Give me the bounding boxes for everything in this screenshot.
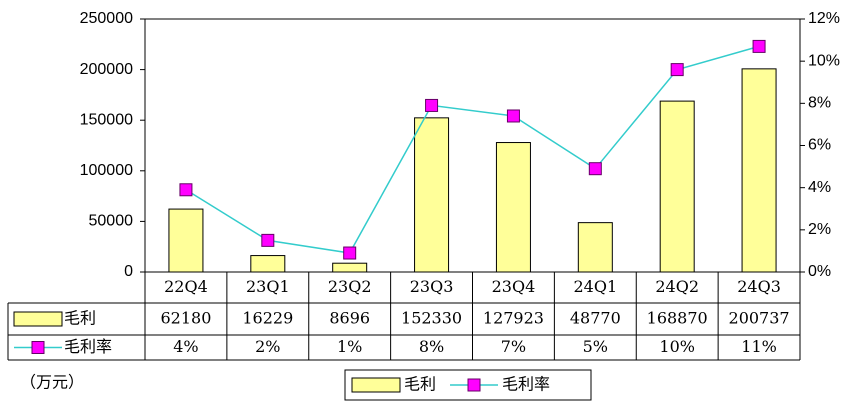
y2-tick-label: 4% xyxy=(808,179,831,196)
legend-label: 毛利率 xyxy=(502,375,550,394)
x-tick-label: 23Q1 xyxy=(246,277,290,296)
marker xyxy=(670,63,684,77)
bar xyxy=(495,142,531,273)
legend-marker xyxy=(467,378,481,392)
marker xyxy=(588,162,602,176)
bar xyxy=(250,255,286,273)
table-value: 2% xyxy=(255,337,280,356)
marker xyxy=(425,98,439,112)
y2-tick-label: 6% xyxy=(808,137,831,154)
table-value: 5% xyxy=(583,337,608,356)
legend-marker xyxy=(31,341,45,354)
y2-tick-label: 12% xyxy=(808,10,840,27)
plot-area xyxy=(144,18,801,273)
bar xyxy=(332,262,368,273)
table-value: 48770 xyxy=(570,309,621,328)
legend-swatch xyxy=(13,311,63,327)
table-series-name: 毛利率 xyxy=(64,337,112,356)
marker xyxy=(752,39,766,53)
table-value: 4% xyxy=(173,337,198,356)
marker xyxy=(506,109,520,123)
y-tick-label: 100000 xyxy=(80,162,133,179)
table-value: 10% xyxy=(659,337,695,356)
table-series-name: 毛利 xyxy=(64,309,96,328)
table-value: 1% xyxy=(337,337,362,356)
line xyxy=(185,45,760,254)
y-unit-label: （万元） xyxy=(20,373,84,392)
x-tick-label: 22Q4 xyxy=(164,277,208,296)
table-value: 127923 xyxy=(483,309,544,328)
marker xyxy=(343,246,357,260)
x-tick-label: 24Q1 xyxy=(573,277,617,296)
y-tick-label: 200000 xyxy=(80,61,133,78)
bar xyxy=(168,208,204,273)
bar xyxy=(741,68,777,273)
x-tick-label: 23Q3 xyxy=(410,277,454,296)
table-value: 7% xyxy=(501,337,526,356)
table-value: 168870 xyxy=(647,309,708,328)
x-tick-label: 24Q3 xyxy=(737,277,781,296)
y2-tick-label: 0% xyxy=(808,263,831,280)
bar xyxy=(414,117,450,273)
table-value: 8% xyxy=(419,337,444,356)
bar xyxy=(659,100,695,273)
table-value: 11% xyxy=(741,337,777,356)
y-tick-label: 50000 xyxy=(89,213,134,230)
y2-tick-label: 8% xyxy=(808,95,831,112)
y2-tick-label: 10% xyxy=(808,52,840,69)
y-tick-label: 150000 xyxy=(80,111,133,128)
x-tick-label: 24Q2 xyxy=(655,277,699,296)
legend-box xyxy=(344,369,592,401)
legend-label: 毛利 xyxy=(404,375,436,394)
y-tick-label: 250000 xyxy=(80,10,133,27)
legend-swatch xyxy=(351,377,401,393)
y-tick-label: 0 xyxy=(124,263,133,280)
table-value: 152330 xyxy=(401,309,462,328)
x-tick-label: 23Q2 xyxy=(328,277,372,296)
table-value: 62180 xyxy=(160,309,211,328)
x-tick-label: 23Q4 xyxy=(492,277,536,296)
bar xyxy=(577,222,613,273)
y2-tick-label: 2% xyxy=(808,221,831,238)
marker xyxy=(179,183,193,197)
table-value: 16229 xyxy=(242,309,293,328)
table-value: 8696 xyxy=(329,309,370,328)
table-value: 200737 xyxy=(729,309,790,328)
marker xyxy=(261,233,275,247)
